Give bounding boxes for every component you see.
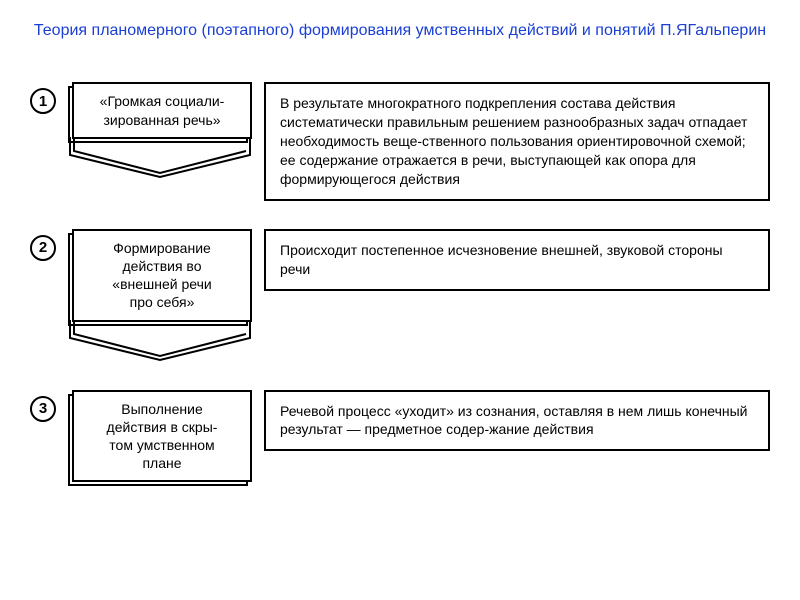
num-col: 2 [30,229,60,261]
stage-col: Формированиедействия во«внешней речипро … [72,229,252,362]
stage-row-1: 1 «Громкая социали-зированная речь» В ре… [30,82,770,200]
stage-description: В результате многократного подкрепления … [264,82,770,200]
stage-box: Формированиедействия во«внешней речипро … [72,229,252,322]
arrow-down-icon [72,320,252,362]
stage-col: «Громкая социали-зированная речь» [72,82,252,178]
num-col: 1 [30,82,60,114]
stage-row-3: 3 Выполнениедействия в скры-том умственн… [30,390,770,483]
num-col: 3 [30,390,60,422]
stage-row-2: 2 Формированиедействия во«внешней речипр… [30,229,770,362]
stage-label: Формированиедействия во«внешней речипро … [72,229,252,322]
desc-col: Речевой процесс «уходит» из сознания, ос… [264,390,770,452]
stage-number: 3 [30,396,56,422]
stage-box: «Громкая социали-зированная речь» [72,82,252,138]
stage-col: Выполнениедействия в скры-том умственном… [72,390,252,483]
arrow-down-icon [72,137,252,179]
stage-label: Выполнениедействия в скры-том умственном… [72,390,252,483]
stage-description: Речевой процесс «уходит» из сознания, ос… [264,390,770,452]
desc-col: Происходит постепенное исчезновение внеш… [264,229,770,291]
desc-col: В результате многократного подкрепления … [264,82,770,200]
stage-label: «Громкая социали-зированная речь» [72,82,252,138]
page-title: Теория планомерного (поэтапного) формиро… [30,20,770,42]
stage-number: 2 [30,235,56,261]
stage-box: Выполнениедействия в скры-том умственном… [72,390,252,483]
stage-number: 1 [30,88,56,114]
stage-description: Происходит постепенное исчезновение внеш… [264,229,770,291]
